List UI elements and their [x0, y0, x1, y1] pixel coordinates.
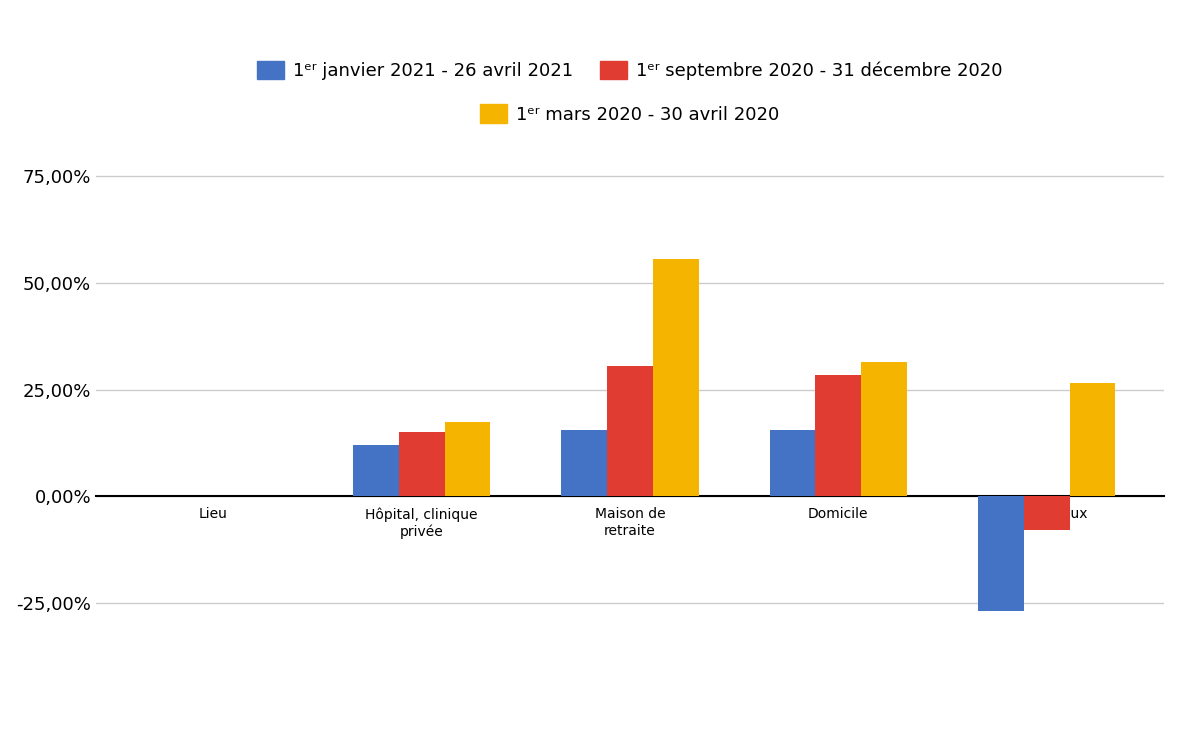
Bar — [978, 496, 1024, 611]
Bar — [1024, 496, 1069, 531]
Bar — [1069, 383, 1116, 496]
Bar — [862, 362, 907, 496]
Bar — [653, 260, 698, 496]
Bar — [816, 375, 862, 496]
Bar — [444, 421, 491, 496]
Bar — [353, 445, 398, 496]
Legend: 1ᵉʳ mars 2020 - 30 avril 2020: 1ᵉʳ mars 2020 - 30 avril 2020 — [475, 99, 785, 129]
Bar — [398, 432, 444, 496]
Bar — [769, 430, 816, 496]
Bar — [562, 430, 607, 496]
Bar — [607, 366, 653, 496]
